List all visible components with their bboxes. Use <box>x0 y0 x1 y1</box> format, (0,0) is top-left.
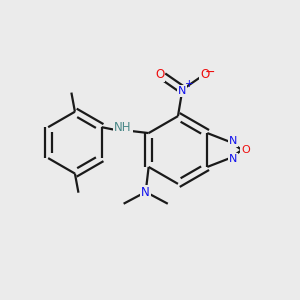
Text: N: N <box>228 136 237 146</box>
Text: O: O <box>200 68 210 81</box>
Text: N: N <box>178 86 187 96</box>
Text: N: N <box>141 186 150 199</box>
Text: +: + <box>184 79 193 89</box>
Text: N: N <box>228 154 237 164</box>
Text: −: − <box>205 66 215 80</box>
Text: NH: NH <box>114 121 132 134</box>
Text: O: O <box>241 145 250 155</box>
Text: O: O <box>155 68 164 81</box>
